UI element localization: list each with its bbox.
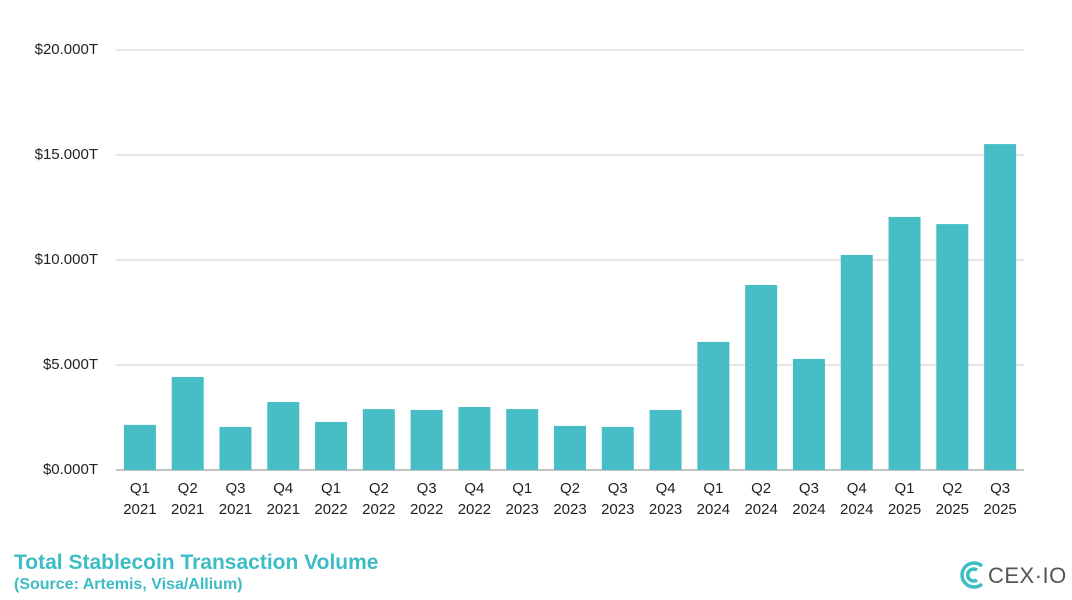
- y-tick-label: $10.000T: [35, 251, 98, 268]
- bar: [936, 224, 969, 470]
- bar: [792, 358, 825, 470]
- bar: [267, 401, 300, 470]
- x-tick-label: Q3 2025: [983, 480, 1017, 518]
- x-tick-label: Q4 2023: [648, 480, 683, 518]
- bar: [984, 144, 1017, 470]
- bar: [745, 284, 778, 470]
- bar: [601, 426, 634, 470]
- bar: [506, 409, 539, 470]
- logo-icon: [960, 561, 984, 589]
- x-tick-label: Q4 2021: [266, 480, 300, 518]
- x-tick-label: Q4 2024: [840, 480, 874, 518]
- x-tick-label: Q1 2025: [887, 480, 922, 518]
- bar: [315, 421, 348, 470]
- bar: [554, 425, 586, 470]
- x-tick-label: Q1 2023: [505, 480, 539, 518]
- y-tick-label: $20.000T: [35, 41, 98, 58]
- x-tick-label: Q1 2024: [696, 480, 731, 518]
- chart-subtitle: (Source: Artemis, Visa/Allium): [14, 576, 243, 593]
- bar: [171, 376, 204, 470]
- x-tick-label: Q2 2025: [935, 480, 969, 518]
- bar: [697, 341, 730, 470]
- x-tick-label: Q2 2024: [744, 480, 778, 518]
- x-tick-label: Q2 2022: [362, 480, 396, 518]
- logo: CEX·IO: [988, 563, 1067, 588]
- bar: [888, 216, 921, 470]
- x-tick-label: Q3 2024: [792, 480, 826, 518]
- bar: [458, 407, 491, 470]
- x-tick-label: Q3 2023: [601, 480, 635, 518]
- y-tick-label: $15.000T: [35, 146, 98, 163]
- x-tick-label: Q2 2023: [553, 480, 587, 518]
- bar: [362, 409, 395, 470]
- bar: [123, 424, 156, 470]
- bar: [840, 254, 873, 470]
- y-tick-label: $0.000T: [43, 461, 98, 478]
- x-tick-label: Q1 2022: [314, 480, 348, 518]
- bar: [649, 409, 682, 470]
- y-tick-label: $5.000T: [43, 356, 98, 373]
- x-tick-label: Q2 2021: [170, 480, 205, 518]
- bar: [219, 426, 252, 470]
- chart-title: Total Stablecoin Transaction Volume: [14, 551, 379, 574]
- x-tick-label: Q3 2022: [409, 480, 444, 518]
- x-tick-label: Q3 2021: [218, 480, 253, 518]
- bar: [410, 409, 443, 470]
- x-tick-label: Q4 2022: [457, 480, 492, 518]
- x-tick-label: Q1 2021: [123, 480, 157, 518]
